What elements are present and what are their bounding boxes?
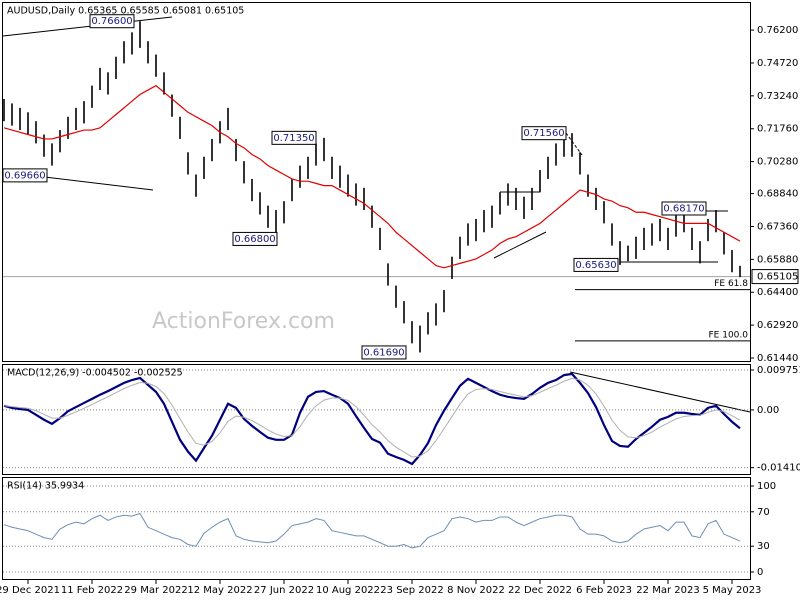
last-price-tag — [751, 269, 799, 285]
y-tick-label: 30 — [757, 541, 770, 552]
indicator-line — [3, 377, 741, 458]
fe-label: FE 100.0 — [709, 330, 749, 340]
x-tick-label: 10 Aug 2022 — [316, 585, 380, 596]
trend-line — [569, 371, 751, 413]
y-tick-label: 0.74720 — [757, 58, 798, 69]
indicator-line — [3, 512, 741, 549]
x-tick-label: 5 May 2023 — [703, 585, 762, 596]
level-box — [232, 231, 278, 246]
level-box — [521, 126, 567, 141]
level-label: 0.66800 — [234, 234, 275, 245]
x-tick-label: 22 Dec 2022 — [508, 585, 572, 596]
trend-line — [2, 16, 173, 37]
x-tick-label: 11 Feb 2022 — [61, 585, 123, 596]
y-tick-label: 0.00 — [757, 405, 779, 416]
level-label: 0.76600 — [91, 16, 132, 27]
x-tick-label: 23 Sep 2022 — [380, 585, 443, 596]
y-tick-label: 0 — [757, 567, 763, 578]
y-tick-label: 0.62920 — [757, 320, 798, 331]
indicator-line — [3, 84, 741, 269]
y-tick-label: 0.76200 — [757, 25, 798, 36]
x-tick-label: 27 Jun 2022 — [254, 585, 314, 596]
rsi-frame — [2, 477, 751, 580]
panel-title: RSI(14) 35.9934 — [7, 481, 84, 492]
level-label: 0.61690 — [363, 347, 404, 358]
level-box — [2, 168, 48, 183]
trend-line — [565, 132, 583, 156]
panel-title: MACD(12,26,9) -0.004502 -0.002525 — [7, 368, 183, 379]
last-price-label: 0.65105 — [757, 272, 798, 283]
y-tick-label: 0.73240 — [757, 91, 798, 102]
panel-title: AUDUSD,Daily 0.65365 0.65585 0.65081 0.6… — [7, 6, 244, 17]
x-tick-label: 29 Mar 2022 — [124, 585, 187, 596]
y-tick-label: 0.68840 — [757, 189, 798, 200]
level-box — [271, 130, 317, 145]
y-tick-label: 0.61440 — [757, 353, 798, 364]
y-tick-label: 0.65880 — [757, 254, 798, 265]
y-tick-label: -0.014107 — [757, 463, 800, 474]
x-tick-label: 6 Feb 2023 — [576, 585, 632, 596]
y-tick-label: 0.71760 — [757, 124, 798, 135]
trend-line — [493, 231, 547, 259]
level-label: 0.71560 — [523, 128, 564, 139]
x-tick-label: 29 Dec 2021 — [0, 585, 60, 596]
x-tick-label: 22 Mar 2023 — [636, 585, 699, 596]
level-label: 0.69660 — [4, 170, 45, 181]
y-tick-label: 0.64400 — [757, 287, 798, 298]
x-tick-label: 12 May 2022 — [187, 585, 252, 596]
y-tick-label: 0.009751 — [757, 365, 800, 376]
level-box — [661, 201, 707, 216]
x-tick-label: 8 Nov 2022 — [447, 585, 505, 596]
y-tick-label: 0.70280 — [757, 157, 798, 168]
level-label: 0.65630 — [575, 260, 616, 271]
y-tick-label: 100 — [757, 481, 776, 492]
level-box — [89, 14, 135, 29]
indicator-line — [3, 372, 741, 466]
fe-label: FE 61.8 — [714, 279, 748, 289]
y-tick-label: 0.67360 — [757, 221, 798, 232]
level-box — [573, 257, 619, 272]
macd-frame — [2, 364, 751, 475]
level-box — [361, 345, 407, 360]
y-tick-label: 70 — [757, 507, 770, 518]
level-label: 0.71350 — [273, 133, 314, 144]
level-label: 0.68170 — [663, 203, 704, 214]
watermark: ActionForex.com — [152, 309, 335, 334]
